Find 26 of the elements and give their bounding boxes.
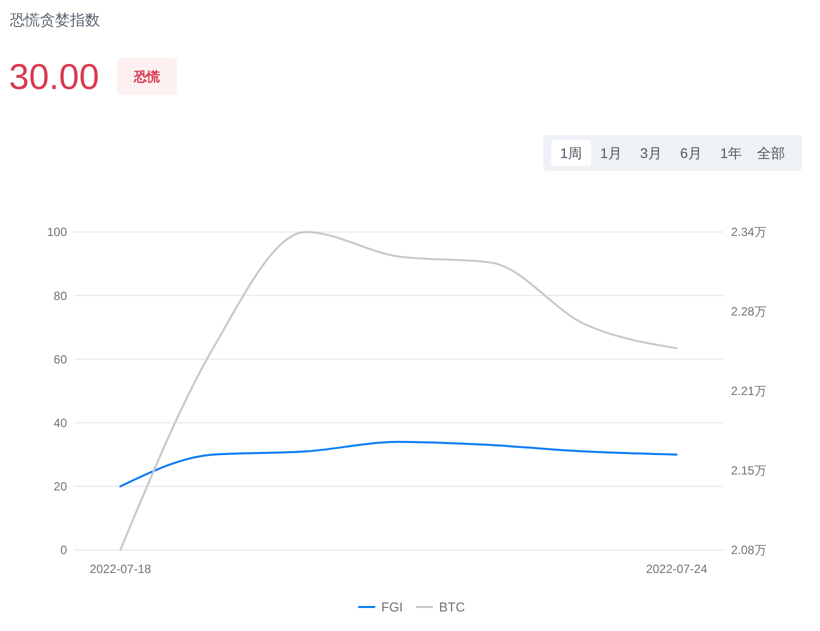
y-tick-label: 80 — [54, 288, 68, 303]
y-tick-label: 60 — [54, 352, 68, 366]
text: 1月 — [600, 145, 622, 161]
y-tick-label: 40 — [54, 416, 68, 430]
text: 1年 — [720, 145, 742, 161]
y2-tick-label: 2.15万 — [731, 464, 766, 478]
y2-tick-label: 2.34万 — [731, 225, 766, 240]
text: 30.00 — [9, 56, 100, 97]
y2-tick-label: 2.28万 — [731, 304, 766, 319]
line-series — [119, 231, 678, 551]
legend-label: BTC — [439, 600, 465, 615]
line-series — [119, 440, 678, 488]
text: 3月 — [640, 145, 662, 161]
chart-title: 恐慌贪婪指数 — [9, 12, 100, 29]
text: 6月 — [680, 145, 702, 161]
y-tick-label: 0 — [60, 543, 68, 558]
y2-tick-label: 2.21万 — [731, 384, 766, 398]
y2-tick-label: 2.08万 — [731, 543, 766, 558]
y-tick-label: 100 — [46, 225, 68, 240]
y-tick-label: 20 — [54, 480, 68, 494]
x-tick-label: 2022-07-18 — [90, 562, 152, 576]
legend-label: FGI — [381, 600, 403, 615]
text: 1周 — [560, 145, 582, 161]
x-tick-label: 2022-07-24 — [646, 562, 708, 576]
text: 全部 — [757, 145, 785, 161]
text: 恐慌 — [133, 69, 160, 84]
